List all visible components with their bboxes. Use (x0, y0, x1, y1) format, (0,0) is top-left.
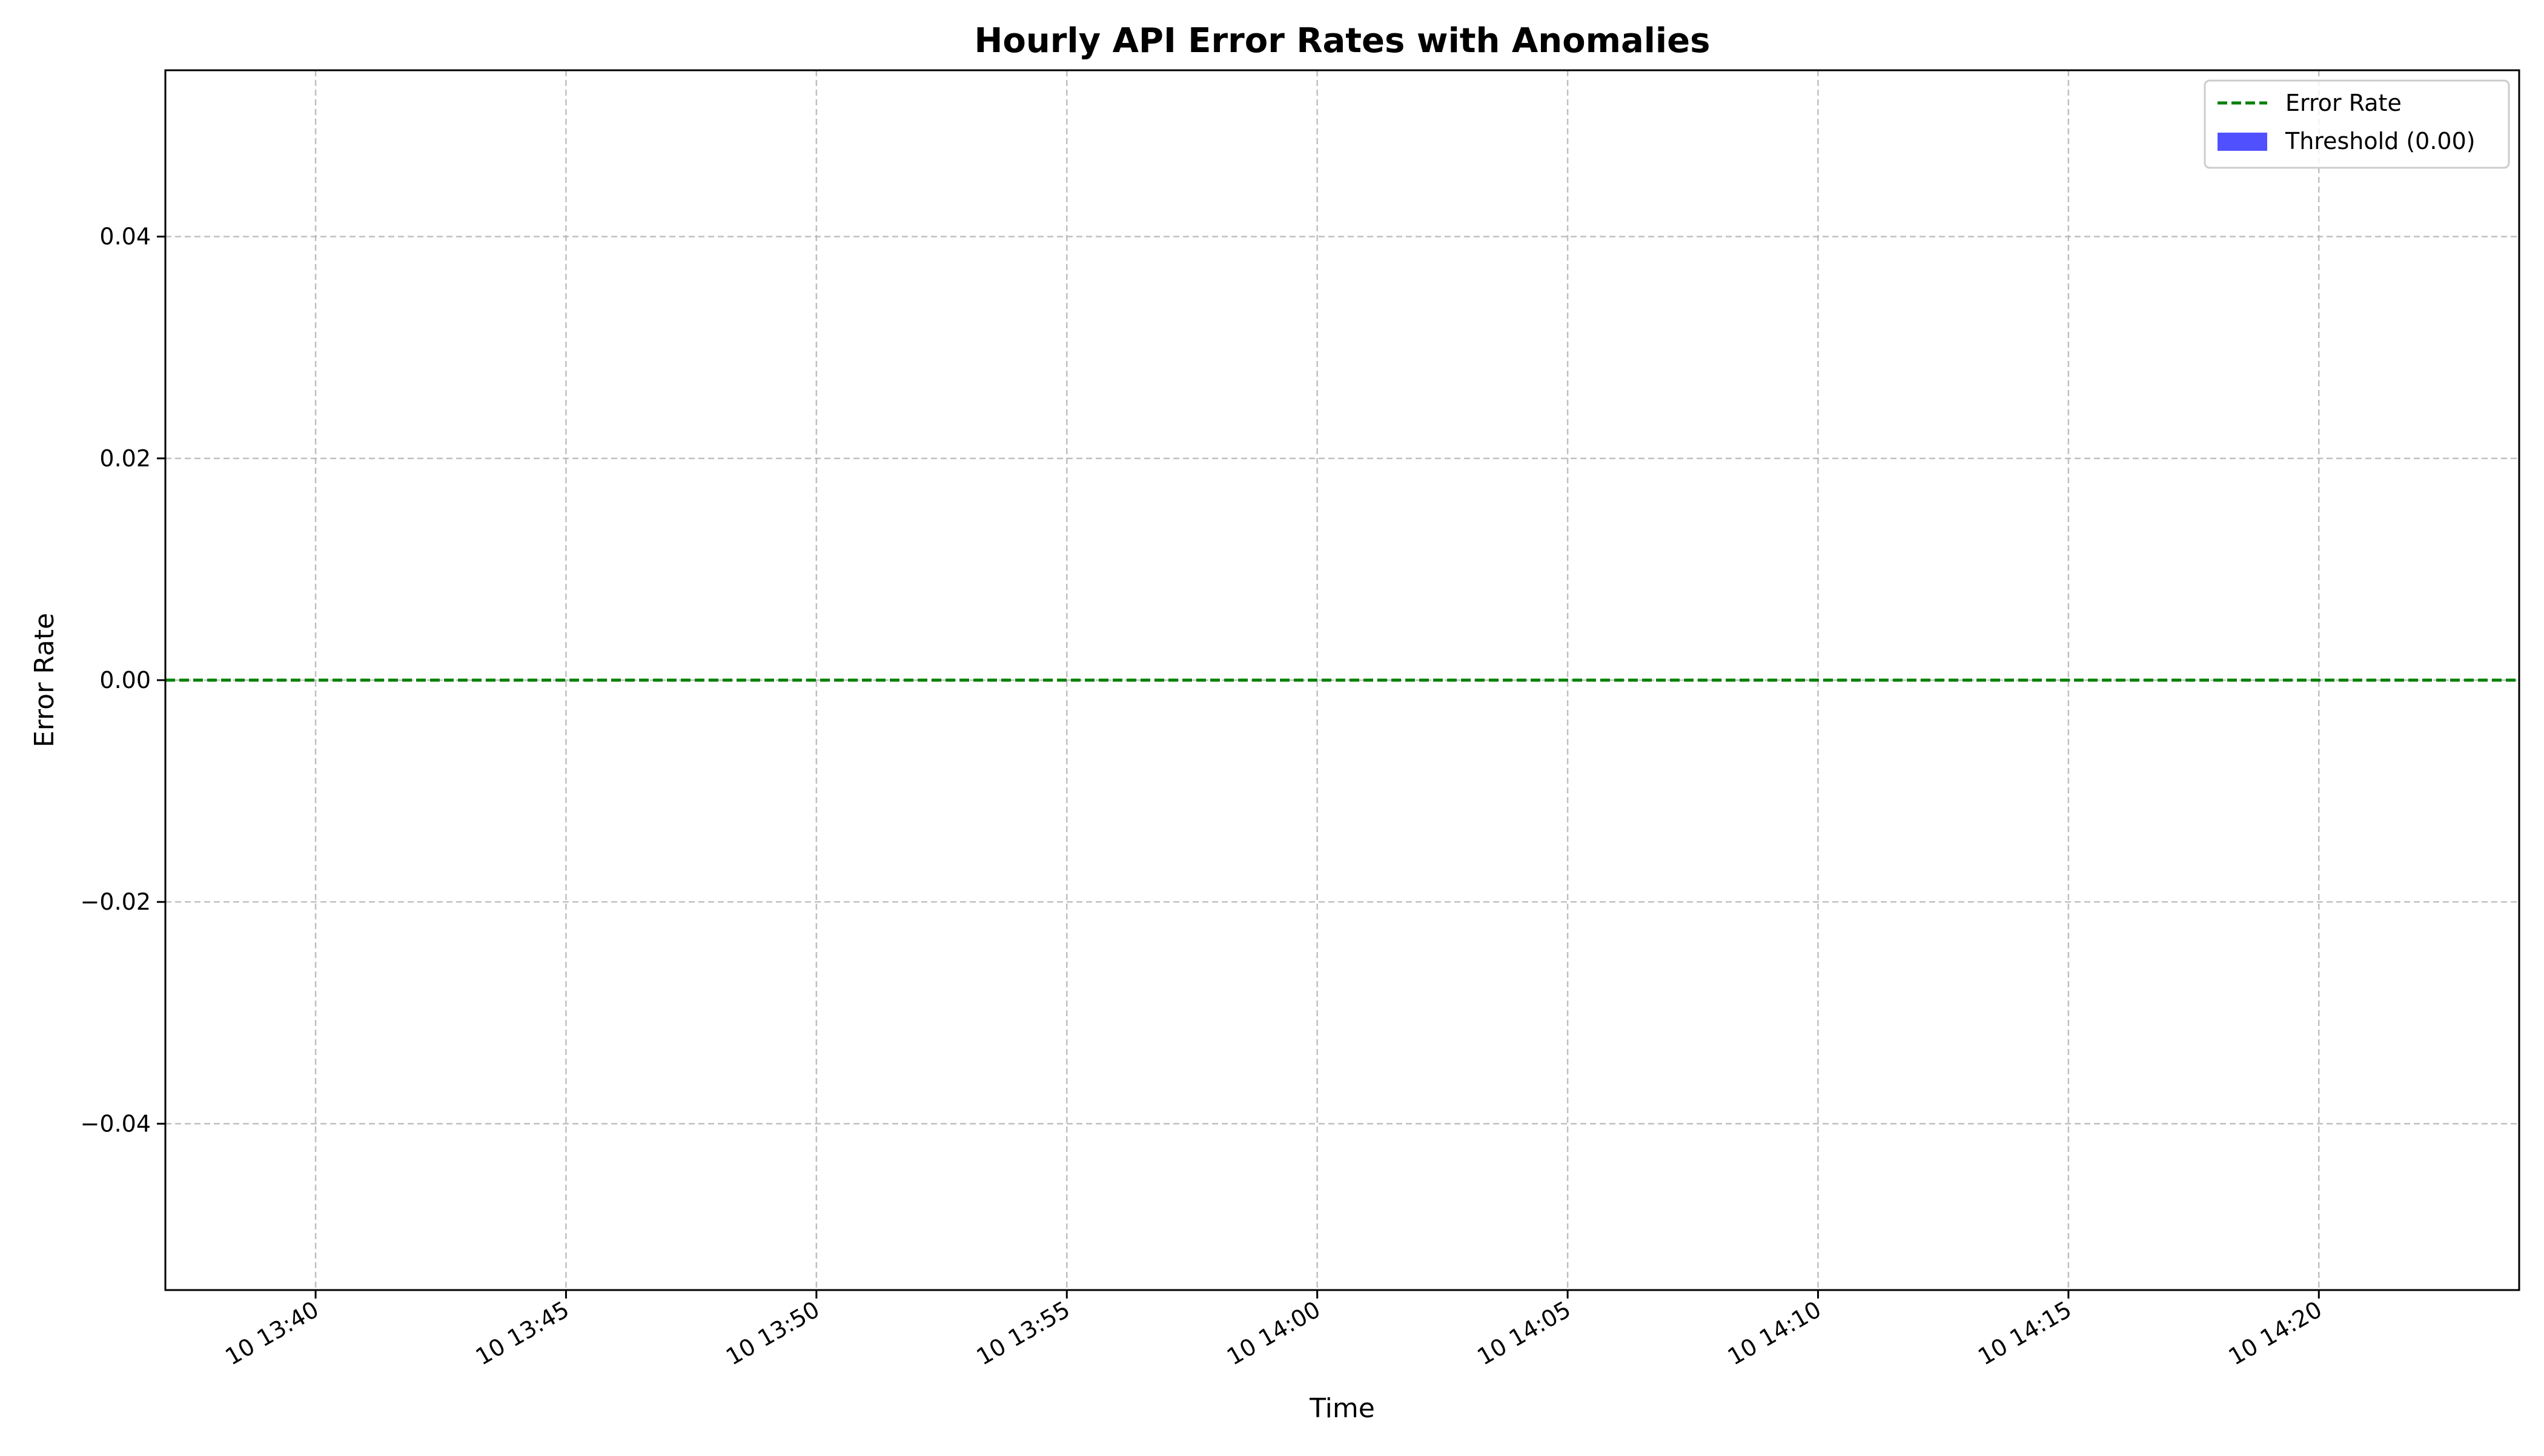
y-axis-label: Error Rate (29, 613, 60, 747)
x-axis-label: Time (1309, 1393, 1375, 1424)
y-tick-label: 0.04 (99, 223, 151, 250)
y-tick-label: −0.04 (81, 1110, 151, 1137)
y-tick-label: −0.02 (81, 888, 151, 915)
legend-label-threshold: Threshold (0.00) (2285, 128, 2476, 154)
legend-swatch-threshold (2218, 133, 2267, 151)
chart-title: Hourly API Error Rates with Anomalies (975, 21, 1711, 61)
legend: Error Rate Threshold (0.00) (2204, 79, 2510, 169)
legend-label-error-rate: Error Rate (2285, 90, 2402, 116)
y-tick-label: 0.00 (99, 667, 151, 693)
y-axis: −0.04 −0.02 0.00 0.02 0.04 (81, 223, 165, 1137)
legend-box (2204, 79, 2510, 169)
y-tick-label: 0.02 (99, 445, 151, 472)
